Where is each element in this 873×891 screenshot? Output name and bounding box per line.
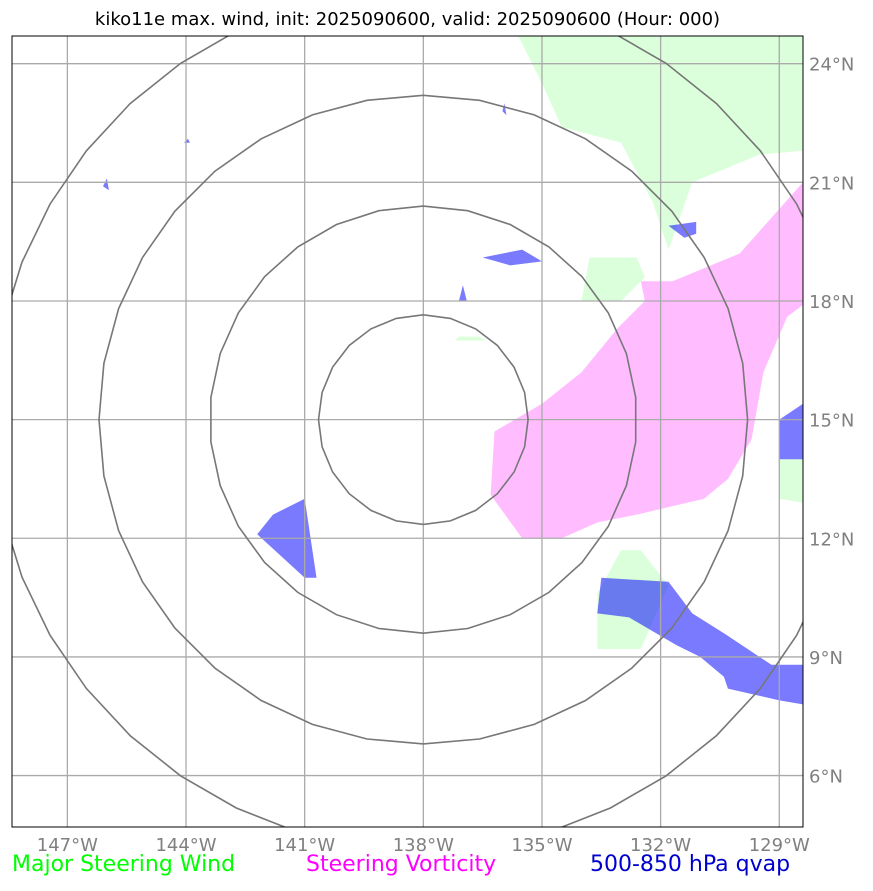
latitude-label: 24°N (809, 55, 854, 76)
qvap-area (597, 577, 803, 705)
steering-vorticity-area (490, 182, 803, 539)
range-ring (210, 205, 637, 635)
latitude-label: 9°N (809, 648, 843, 669)
longitude-label: 147°W (37, 835, 98, 856)
latitude-label: 12°N (809, 529, 854, 550)
longitude-label: 129°W (749, 835, 810, 856)
qvap-area (103, 178, 109, 191)
steering-wind-area (455, 336, 487, 341)
range-ring (98, 94, 749, 745)
legend-steering-wind: Major Steering Wind (12, 852, 236, 877)
qvap-area (482, 249, 542, 266)
tick-labels: 147°W 144°W 141°W 138°W 135°W 132°W 129°W 24°N 2… (37, 55, 855, 856)
longitude-label: 144°W (155, 835, 216, 856)
range-ring (12, 36, 803, 827)
qvap-area (779, 403, 803, 460)
longitude-label: 132°W (630, 835, 691, 856)
qvap-area (668, 221, 697, 238)
legend-steering-vorticity: Steering Vorticity (306, 852, 497, 877)
latitude-label: 15°N (809, 411, 854, 432)
map-frame (11, 35, 804, 828)
range-ring (317, 313, 529, 526)
latitude-label: 6°N (809, 767, 843, 788)
qvap-area (502, 103, 507, 116)
steering-wind-area (779, 459, 803, 503)
qvap-area (458, 285, 467, 301)
longitude-label: 141°W (274, 835, 335, 856)
shading-layer (103, 36, 803, 705)
latitude-label: 21°N (809, 173, 854, 194)
graticule (12, 36, 803, 827)
longitude-label: 138°W (393, 835, 454, 856)
longitude-label: 135°W (511, 835, 572, 856)
latitude-label: 18°N (809, 292, 854, 313)
map-title: kiko11e max. wind, init: 2025090600, val… (94, 9, 721, 30)
qvap-area (184, 138, 190, 143)
steering-wind-area (581, 257, 645, 301)
legend-qvap: 500-850 hPa qvap (590, 852, 791, 877)
range-rings (12, 36, 803, 827)
